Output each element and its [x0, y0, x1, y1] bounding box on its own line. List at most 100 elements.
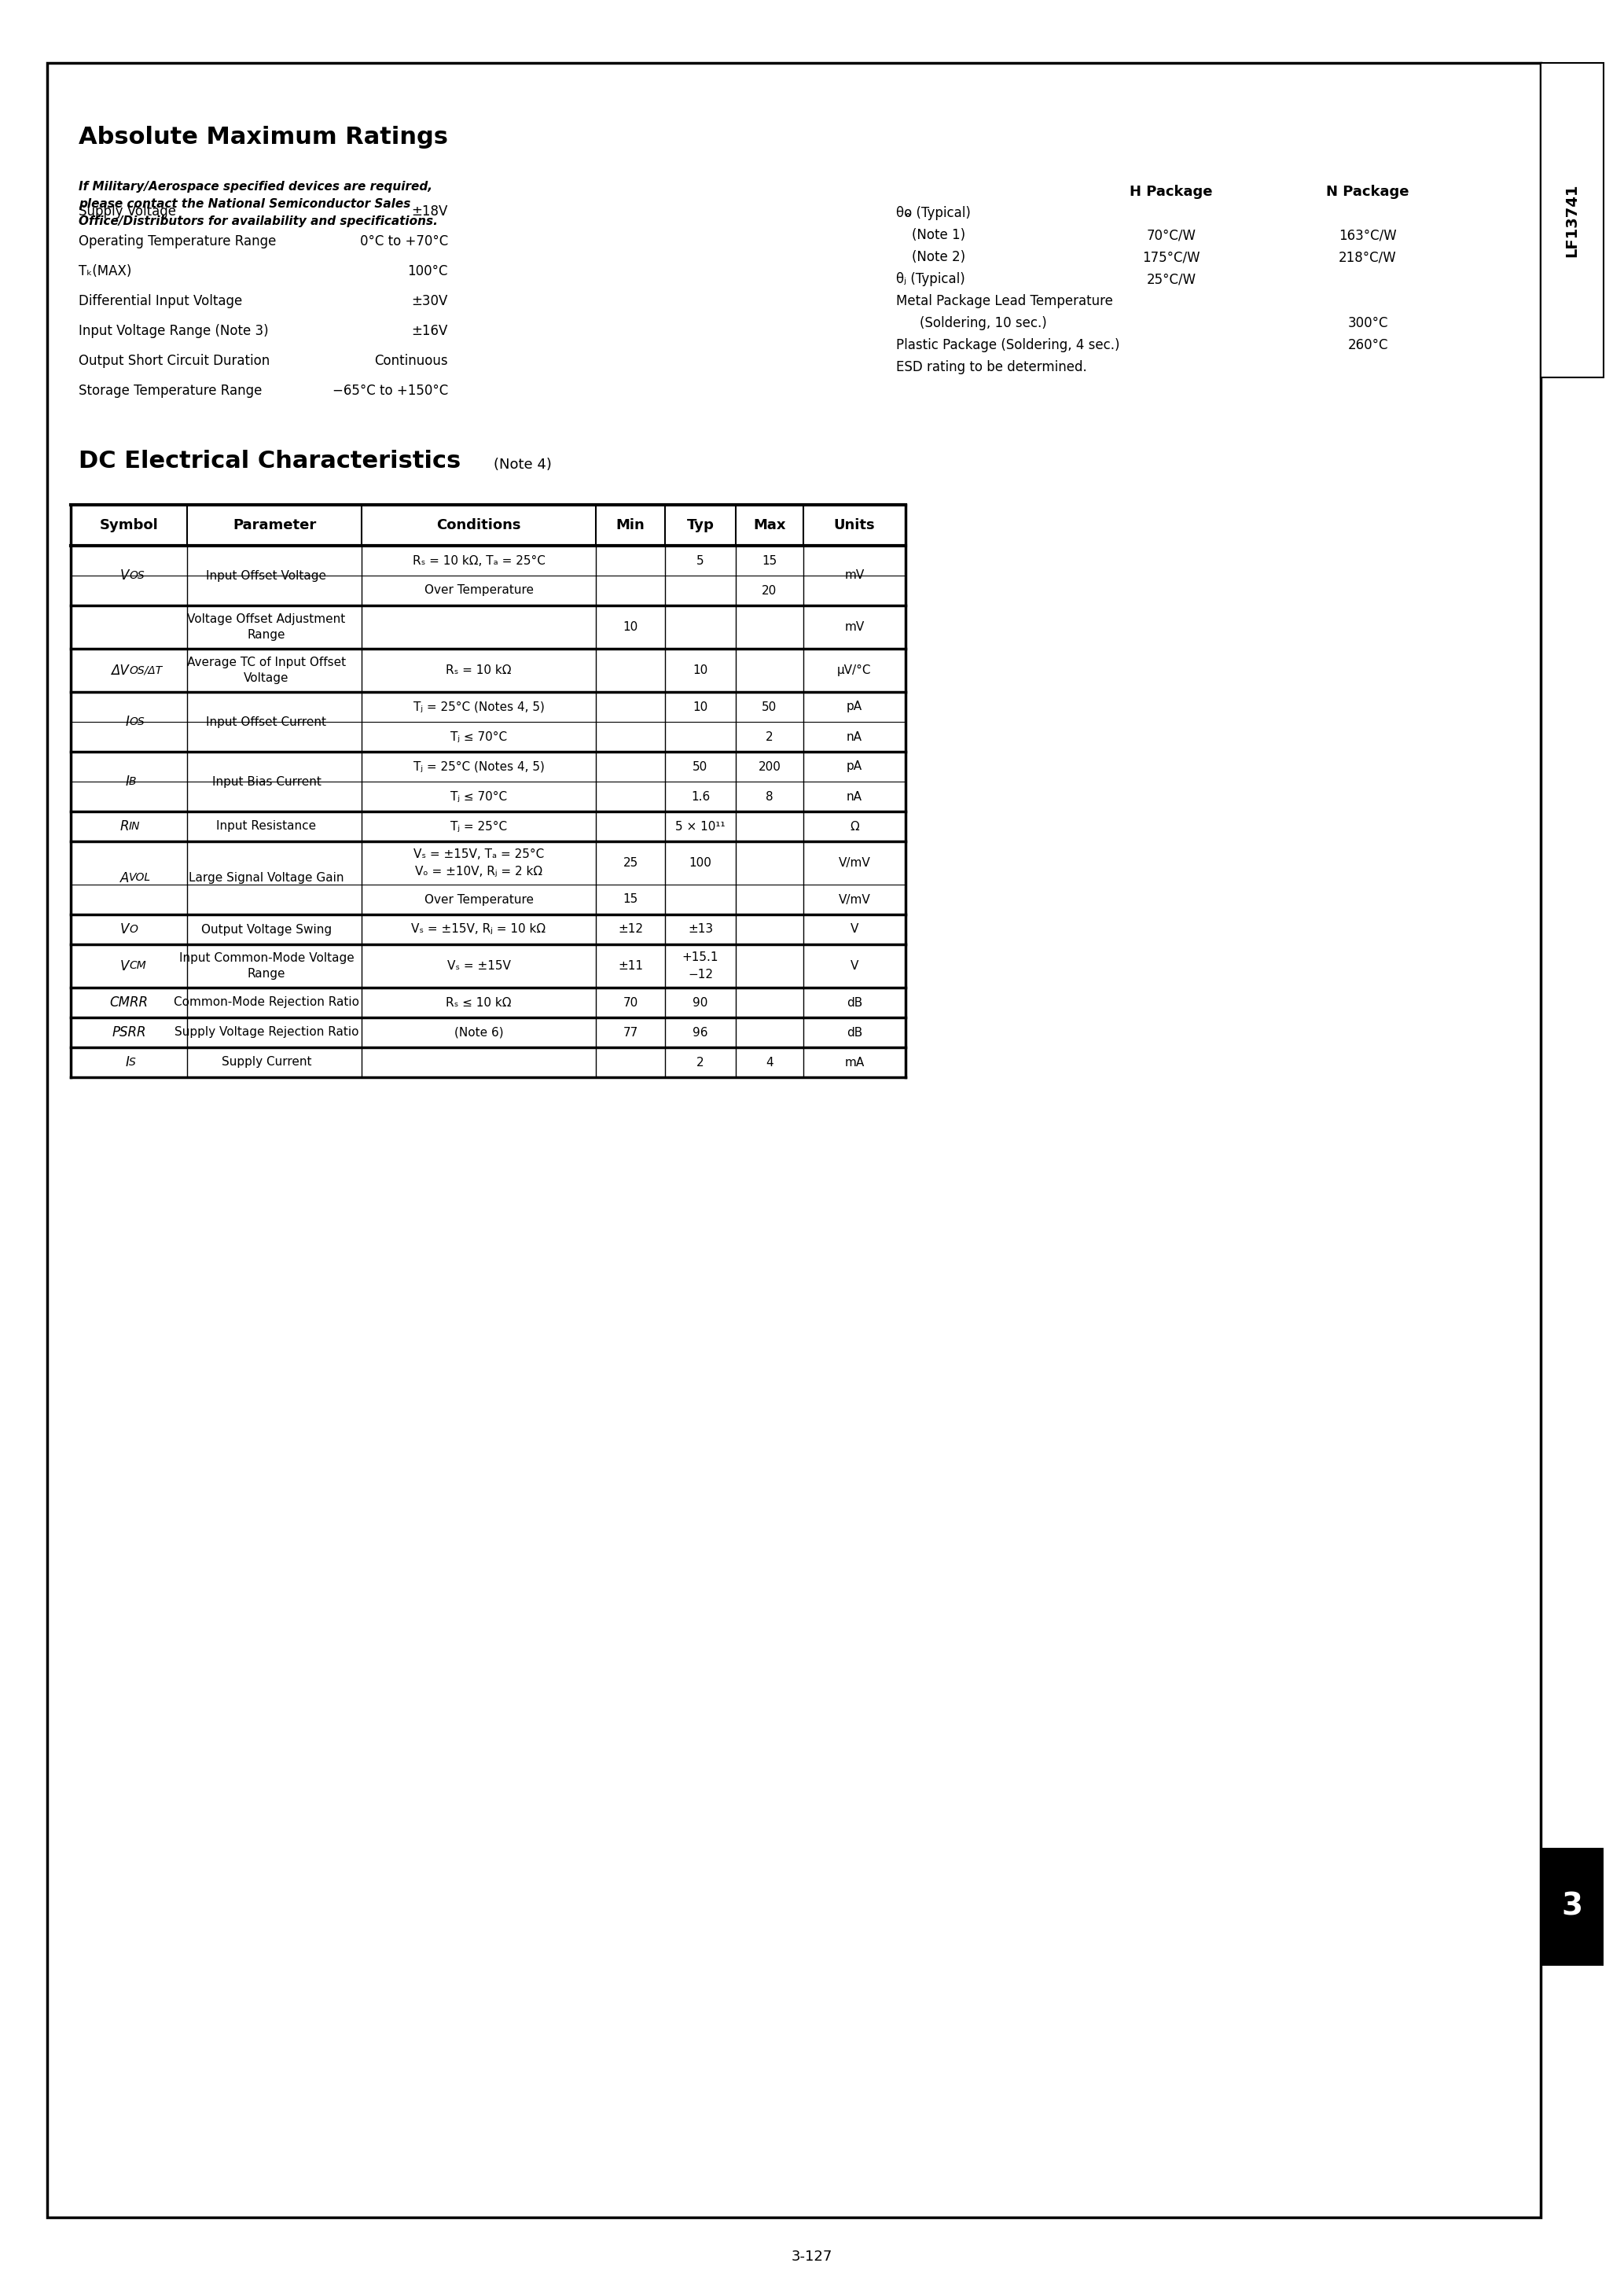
Text: Voltage Offset Adjustment: Voltage Offset Adjustment: [187, 613, 346, 625]
Text: 175°C/W: 175°C/W: [1142, 250, 1200, 264]
Text: 300°C: 300°C: [1348, 317, 1389, 331]
Text: 100: 100: [689, 856, 711, 868]
Text: 8: 8: [767, 790, 773, 801]
Text: θⱺ (Typical): θⱺ (Typical): [896, 207, 971, 220]
Text: Input Offset Voltage: Input Offset Voltage: [206, 569, 326, 581]
Text: If Military/Aerospace specified devices are required,
please contact the Nationa: If Military/Aerospace specified devices …: [78, 181, 438, 227]
Text: Range: Range: [247, 629, 286, 641]
Text: Rₛ = 10 kΩ: Rₛ = 10 kΩ: [447, 664, 512, 677]
Text: I: I: [125, 1056, 128, 1070]
Text: Voltage: Voltage: [244, 673, 289, 684]
Text: R: R: [120, 820, 128, 833]
Text: Max: Max: [754, 519, 786, 533]
Text: I: I: [125, 714, 128, 728]
Text: Range: Range: [247, 969, 286, 980]
Text: 15: 15: [762, 556, 778, 567]
Text: PSRR: PSRR: [112, 1026, 146, 1040]
Text: 2: 2: [697, 1056, 705, 1068]
Text: CM: CM: [128, 960, 146, 971]
Text: B: B: [128, 776, 136, 788]
Text: (Note 1): (Note 1): [911, 227, 965, 241]
Text: 5: 5: [697, 556, 705, 567]
Text: ±18V: ±18V: [411, 204, 448, 218]
Text: V/mV: V/mV: [838, 856, 870, 868]
Text: ±11: ±11: [617, 960, 643, 971]
Text: OS: OS: [128, 716, 145, 728]
Text: LF13741: LF13741: [1564, 184, 1580, 257]
Text: 25: 25: [624, 856, 638, 868]
Text: Tⱼ ≤ 70°C: Tⱼ ≤ 70°C: [450, 730, 507, 742]
Text: (Note 6): (Note 6): [455, 1026, 503, 1038]
Text: mV: mV: [844, 569, 864, 581]
Text: OS: OS: [128, 569, 145, 581]
Text: ±16V: ±16V: [411, 324, 448, 338]
Text: V: V: [851, 960, 859, 971]
Text: V: V: [120, 923, 128, 937]
Text: 218°C/W: 218°C/W: [1338, 250, 1397, 264]
Text: 2: 2: [767, 730, 773, 742]
Text: Storage Temperature Range: Storage Temperature Range: [78, 383, 261, 397]
Text: 77: 77: [624, 1026, 638, 1038]
Text: Large Signal Voltage Gain: Large Signal Voltage Gain: [188, 872, 344, 884]
Text: (Note 4): (Note 4): [494, 457, 552, 471]
Text: 90: 90: [693, 996, 708, 1008]
Text: Supply Voltage Rejection Ratio: Supply Voltage Rejection Ratio: [174, 1026, 359, 1038]
Text: ±12: ±12: [617, 923, 643, 934]
Text: Absolute Maximum Ratings: Absolute Maximum Ratings: [78, 126, 448, 149]
Text: V: V: [120, 960, 128, 974]
Text: 10: 10: [693, 664, 708, 677]
Text: S: S: [128, 1056, 136, 1068]
Text: IN: IN: [128, 822, 140, 831]
Text: Supply Voltage: Supply Voltage: [78, 204, 175, 218]
Text: 96: 96: [693, 1026, 708, 1038]
Text: VOL: VOL: [128, 872, 151, 884]
Text: Input Bias Current: Input Bias Current: [211, 776, 322, 788]
Text: Plastic Package (Soldering, 4 sec.): Plastic Package (Soldering, 4 sec.): [896, 338, 1119, 351]
Text: mA: mA: [844, 1056, 864, 1068]
Text: 50: 50: [762, 700, 778, 712]
Text: nA: nA: [846, 730, 862, 742]
Text: CMRR: CMRR: [110, 996, 148, 1010]
Text: 163°C/W: 163°C/W: [1338, 227, 1397, 241]
Text: ±30V: ±30V: [411, 294, 448, 308]
Text: Vₛ = ±15V: Vₛ = ±15V: [447, 960, 510, 971]
Bar: [1541, 1848, 1603, 1965]
Text: nA: nA: [846, 790, 862, 801]
Text: Supply Current: Supply Current: [221, 1056, 312, 1068]
Text: dB: dB: [846, 1026, 862, 1038]
Text: Continuous: Continuous: [375, 354, 448, 367]
Text: N Package: N Package: [1327, 184, 1410, 200]
Text: Over Temperature: Over Temperature: [424, 893, 533, 905]
Text: ESD rating to be determined.: ESD rating to be determined.: [896, 360, 1086, 374]
Text: V: V: [120, 569, 128, 583]
Text: Common-Mode Rejection Ratio: Common-Mode Rejection Ratio: [174, 996, 359, 1008]
Text: 50: 50: [693, 760, 708, 771]
Text: 3: 3: [1561, 1892, 1583, 1922]
Text: Vₒ = ±10V, Rⱼ = 2 kΩ: Vₒ = ±10V, Rⱼ = 2 kΩ: [416, 866, 542, 877]
Text: Rₛ = 10 kΩ, Tₐ = 25°C: Rₛ = 10 kΩ, Tₐ = 25°C: [412, 556, 546, 567]
Text: V: V: [851, 923, 859, 934]
Text: 10: 10: [624, 622, 638, 634]
Text: Units: Units: [833, 519, 875, 533]
Text: DC Electrical Characteristics: DC Electrical Characteristics: [78, 450, 461, 473]
Text: 260°C: 260°C: [1348, 338, 1389, 351]
Text: Operating Temperature Range: Operating Temperature Range: [78, 234, 276, 248]
Text: μV/°C: μV/°C: [838, 664, 872, 677]
Text: −65°C to +150°C: −65°C to +150°C: [333, 383, 448, 397]
Text: 200: 200: [758, 760, 781, 771]
Text: Parameter: Parameter: [232, 519, 317, 533]
Text: Vₛ = ±15V, Tₐ = 25°C: Vₛ = ±15V, Tₐ = 25°C: [414, 850, 544, 861]
Text: 70: 70: [624, 996, 638, 1008]
Text: Metal Package Lead Temperature: Metal Package Lead Temperature: [896, 294, 1112, 308]
Text: −12: −12: [689, 969, 713, 980]
Text: Differential Input Voltage: Differential Input Voltage: [78, 294, 242, 308]
Text: dB: dB: [846, 996, 862, 1008]
Text: V/mV: V/mV: [838, 893, 870, 905]
Text: (Soldering, 10 sec.): (Soldering, 10 sec.): [919, 317, 1047, 331]
Text: Input Common-Mode Voltage: Input Common-Mode Voltage: [179, 953, 354, 964]
Text: Input Voltage Range (Note 3): Input Voltage Range (Note 3): [78, 324, 268, 338]
Text: Tⱼ = 25°C: Tⱼ = 25°C: [450, 820, 507, 833]
Text: mV: mV: [844, 622, 864, 634]
Text: O: O: [128, 923, 138, 934]
Text: Output Voltage Swing: Output Voltage Swing: [201, 923, 331, 934]
